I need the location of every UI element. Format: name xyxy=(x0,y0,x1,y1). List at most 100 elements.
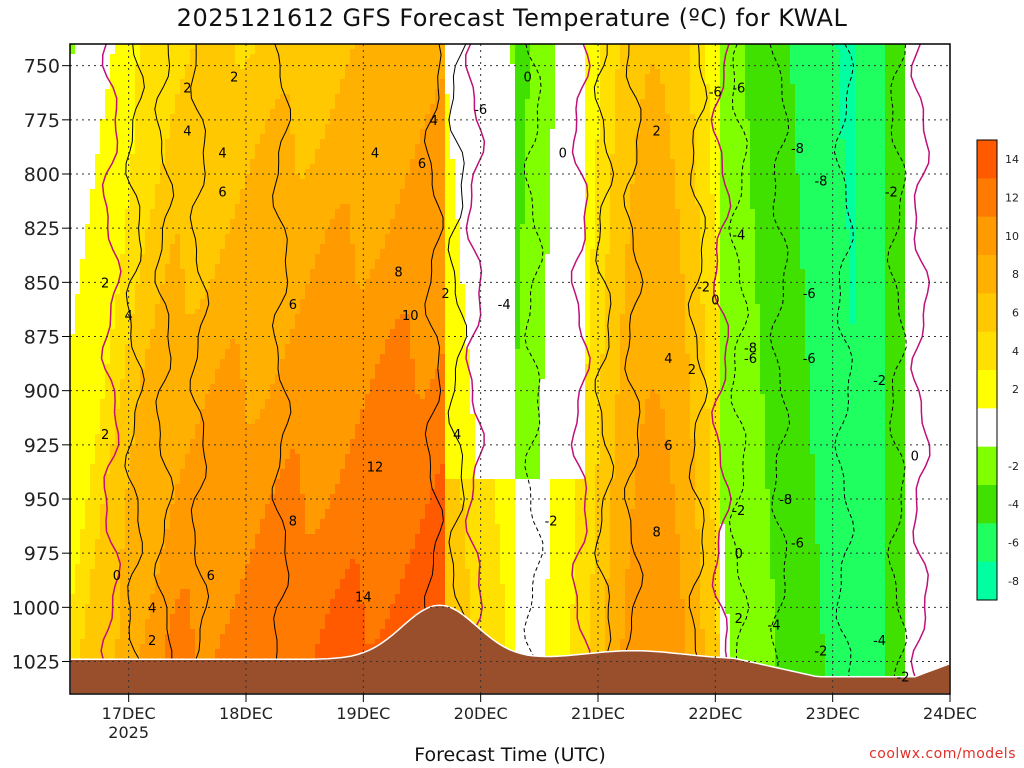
temperature-cell xyxy=(165,269,171,275)
temperature-cell xyxy=(165,154,171,160)
temperature-cell xyxy=(180,349,186,355)
temperature-cell xyxy=(215,649,221,655)
temperature-cell xyxy=(205,469,211,475)
temperature-cell xyxy=(165,199,171,205)
temperature-cell xyxy=(85,539,91,545)
temperature-cell xyxy=(125,344,131,350)
temperature-cell xyxy=(165,324,171,330)
temperature-cell xyxy=(105,519,111,525)
temperature-cell xyxy=(230,69,236,75)
temperature-cell xyxy=(95,614,101,620)
temperature-cell xyxy=(210,354,216,360)
temperature-cell xyxy=(110,289,116,295)
temperature-cell xyxy=(180,359,186,365)
temperature-cell xyxy=(105,604,111,610)
temperature-cell xyxy=(165,569,171,575)
temperature-cell xyxy=(145,169,151,175)
temperature-cell xyxy=(85,454,91,460)
temperature-cell xyxy=(185,414,191,420)
temperature-cell xyxy=(145,89,151,95)
temperature-cell xyxy=(205,314,211,320)
temperature-cell xyxy=(185,284,191,290)
temperature-cell xyxy=(105,649,111,655)
temperature-cell xyxy=(240,494,246,500)
temperature-cell xyxy=(175,229,181,235)
temperature-cell xyxy=(220,564,226,570)
temperature-cell xyxy=(160,579,166,585)
temperature-cell xyxy=(210,474,216,480)
temperature-cell xyxy=(75,449,81,455)
temperature-cell xyxy=(245,104,251,110)
temperature-cell xyxy=(150,564,156,570)
temperature-cell xyxy=(235,439,241,445)
temperature-cell xyxy=(180,554,186,560)
temperature-cell xyxy=(135,109,141,115)
temperature-cell xyxy=(200,59,206,65)
temperature-cell xyxy=(160,519,166,525)
temperature-cell xyxy=(235,369,241,375)
temperature-cell xyxy=(195,234,201,240)
temperature-cell xyxy=(125,54,131,60)
temperature-cell xyxy=(135,139,141,145)
temperature-cell xyxy=(150,194,156,200)
temperature-cell xyxy=(150,429,156,435)
temperature-cell xyxy=(210,444,216,450)
temperature-cell xyxy=(205,539,211,545)
temperature-cell xyxy=(225,354,231,360)
temperature-cell xyxy=(220,379,226,385)
temperature-cell xyxy=(175,419,181,425)
temperature-cell xyxy=(130,159,136,165)
temperature-cell xyxy=(145,429,151,435)
temperature-cell xyxy=(210,624,216,630)
temperature-cell xyxy=(195,614,201,620)
temperature-cell xyxy=(70,324,76,330)
temperature-cell xyxy=(225,214,231,220)
temperature-cell xyxy=(200,429,206,435)
temperature-cell xyxy=(250,294,256,300)
temperature-cell xyxy=(255,239,261,245)
temperature-cell xyxy=(90,79,96,85)
temperature-cell xyxy=(235,279,241,285)
temperature-cell xyxy=(165,384,171,390)
temperature-cell xyxy=(135,259,141,265)
temperature-cell xyxy=(175,334,181,340)
temperature-cell xyxy=(200,329,206,335)
temperature-cell xyxy=(155,389,161,395)
temperature-cell xyxy=(100,454,106,460)
temperature-cell xyxy=(115,624,121,630)
temperature-cell xyxy=(190,624,196,630)
temperature-cell xyxy=(215,124,221,130)
temperature-cell xyxy=(155,399,161,405)
temperature-cell xyxy=(195,314,201,320)
temperature-cell xyxy=(110,489,116,495)
temperature-cell xyxy=(225,519,231,525)
temperature-cell xyxy=(195,554,201,560)
temperature-cell xyxy=(85,239,91,245)
temperature-cell xyxy=(100,239,106,245)
temperature-cell xyxy=(160,94,166,100)
temperature-cell xyxy=(75,209,81,215)
temperature-cell xyxy=(195,424,201,430)
temperature-cell xyxy=(75,149,81,155)
temperature-cell xyxy=(185,649,191,655)
temperature-cell xyxy=(70,569,76,575)
temperature-cell xyxy=(235,149,241,155)
temperature-cell xyxy=(180,264,186,270)
temperature-cell xyxy=(185,324,191,330)
temperature-cell xyxy=(190,484,196,490)
temperature-cell xyxy=(235,304,241,310)
temperature-cell xyxy=(215,464,221,470)
temperature-cell xyxy=(255,599,261,605)
temperature-cell xyxy=(175,249,181,255)
temperature-cell xyxy=(185,204,191,210)
temperature-cell xyxy=(150,179,156,185)
temperature-cell xyxy=(220,634,226,640)
temperature-cell xyxy=(105,239,111,245)
temperature-cell xyxy=(255,449,261,455)
temperature-cell xyxy=(175,539,181,545)
temperature-cell xyxy=(95,634,101,640)
temperature-cell xyxy=(215,639,221,645)
temperature-cell xyxy=(75,639,81,645)
temperature-cell xyxy=(125,419,131,425)
temperature-cell xyxy=(235,234,241,240)
